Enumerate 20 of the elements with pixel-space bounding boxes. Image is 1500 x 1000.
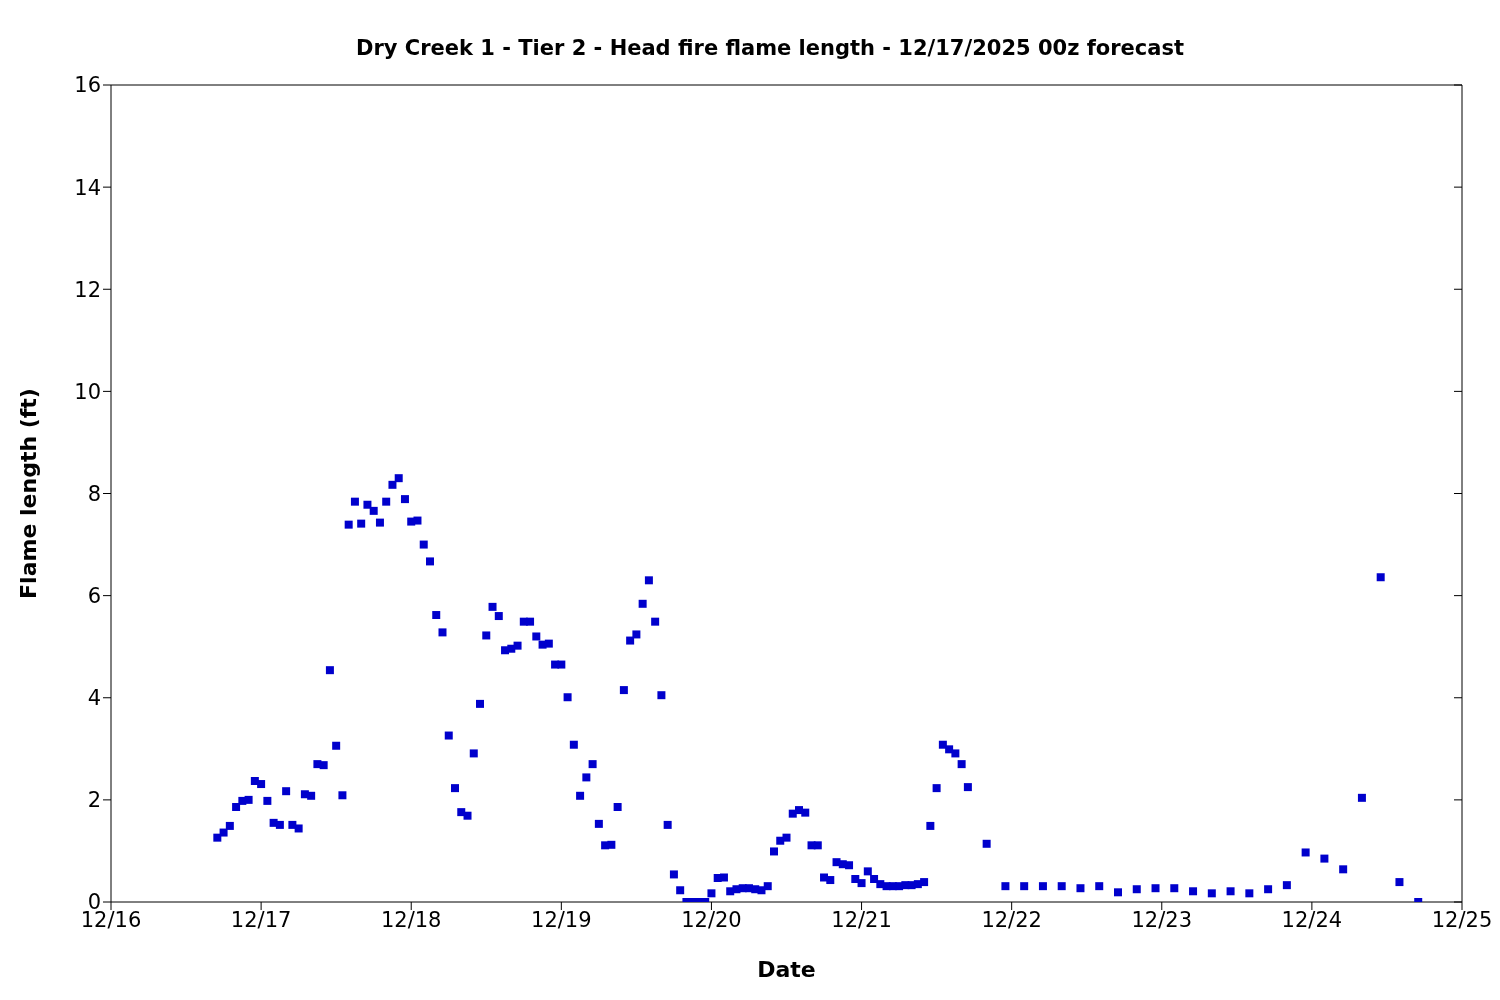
x-tick-label: 12/24 (1281, 907, 1343, 932)
x-tick-label: 12/21 (831, 907, 892, 932)
y-tick-label: 2 (87, 788, 101, 813)
chart-title: Dry Creek 1 - Tier 2 - Head fire flame length - 12/17/2025 00z forecast (355, 36, 1185, 60)
y-axis-title: Flame length (ft) (15, 388, 41, 599)
x-tick-label: 12/18 (380, 907, 442, 932)
y-tick-label: 4 (87, 686, 101, 711)
x-tick-label: 12/22 (981, 907, 1042, 932)
x-tick-label: 12/23 (1131, 907, 1193, 932)
x-axis-title: Date (757, 957, 816, 982)
y-tick-label: 16 (74, 73, 101, 98)
y-tick-label: 10 (74, 379, 101, 404)
y-tick-label: 6 (87, 584, 101, 609)
x-tick-label: 12/20 (681, 907, 742, 932)
x-tick-label: 12/25 (1431, 907, 1493, 932)
y-tick-label: 8 (87, 481, 101, 506)
y-tick-label: 14 (74, 175, 101, 200)
x-tick-label: 12/19 (531, 907, 592, 932)
x-tick-label: 12/17 (230, 907, 292, 932)
y-tick-label: 12 (74, 277, 101, 302)
